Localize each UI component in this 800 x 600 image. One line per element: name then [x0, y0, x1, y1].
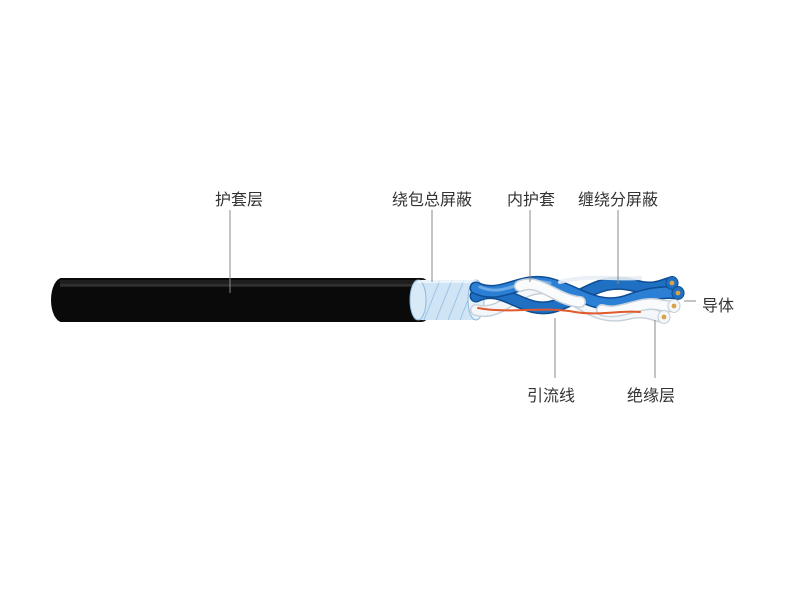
label-conductor: 导体	[702, 292, 734, 316]
label-sheath: 护套层	[215, 186, 263, 210]
inner-bundle	[476, 278, 678, 317]
cable-illustration	[0, 0, 800, 600]
outer-jacket	[51, 278, 432, 322]
label-drain-wire: 引流线	[527, 382, 575, 406]
label-overall-shield: 绕包总屏蔽	[392, 186, 472, 210]
label-inner-sheath: 内护套	[507, 186, 555, 210]
diagram-stage: 护套层 绕包总屏蔽 内护套 缠绕分屏蔽 导体 引流线 绝缘层	[0, 0, 800, 600]
label-insulation: 绝缘层	[627, 382, 675, 406]
label-pair-shield: 缠绕分屏蔽	[578, 186, 658, 210]
